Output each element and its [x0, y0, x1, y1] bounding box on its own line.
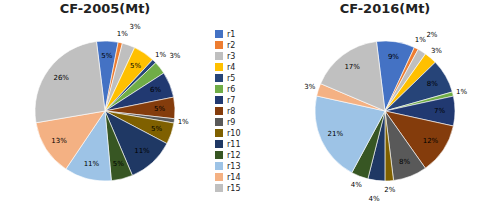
- legend-label: r15: [227, 184, 240, 193]
- data-label: 8%: [427, 80, 438, 88]
- legend-item: r15: [215, 184, 240, 193]
- legend-swatch: [215, 96, 223, 104]
- legend-swatch: [215, 85, 223, 93]
- legend-label: r2: [227, 41, 235, 50]
- legend-swatch: [215, 118, 223, 126]
- data-label: 17%: [344, 63, 360, 71]
- chart-title: CF-2016(Mt): [340, 1, 431, 16]
- data-label: 9%: [388, 53, 399, 61]
- pie-slice: [385, 111, 425, 180]
- data-label: 11%: [84, 160, 100, 168]
- legend-label: r13: [227, 162, 240, 171]
- legend-label: r1: [227, 30, 235, 39]
- legend-swatch: [215, 162, 223, 170]
- legend-label: r14: [227, 173, 240, 182]
- data-label: 1%: [415, 36, 426, 44]
- data-label: 11%: [134, 147, 150, 155]
- legend-swatch: [215, 151, 223, 159]
- legend-item: r6: [215, 85, 235, 94]
- data-label: 26%: [53, 74, 69, 82]
- data-label: 2%: [384, 186, 395, 194]
- legend-label: r10: [227, 129, 240, 138]
- chart: CF-2005(Mt)5%1%3%5%1%3%6%5%1%5%11%5%11%1…: [0, 0, 500, 219]
- legend-swatch: [215, 63, 223, 71]
- data-label: 4%: [368, 195, 379, 203]
- legend-item: r1: [215, 30, 235, 39]
- data-label: 5%: [154, 105, 165, 113]
- legend-swatch: [215, 140, 223, 148]
- legend-item: r14: [215, 173, 240, 182]
- legend-swatch: [215, 184, 223, 192]
- legend-item: r5: [215, 74, 235, 83]
- legend: r1 r2 r3 r4 r5 r6 r7 r8 r9 r10 r11 r12 r13 r14 r15: [215, 30, 240, 193]
- data-label: 3%: [129, 23, 140, 31]
- legend-label: r9: [227, 118, 235, 127]
- data-label: 21%: [328, 130, 344, 138]
- pie-slice: [35, 42, 105, 123]
- legend-label: r5: [227, 74, 235, 83]
- pie: 9%1%2%3%8%1%7%12%8%2%4%4%21%3%17%: [304, 31, 467, 203]
- data-label: 4%: [351, 181, 362, 189]
- legend-label: r6: [227, 85, 235, 94]
- legend-label: r7: [227, 96, 235, 105]
- legend-label: r8: [227, 107, 235, 116]
- pie-slice: [385, 111, 394, 181]
- legend-swatch: [215, 41, 223, 49]
- data-label: 1%: [178, 118, 189, 126]
- data-label: 5%: [151, 125, 162, 133]
- legend-item: r12: [215, 151, 240, 160]
- data-label: 1%: [456, 88, 467, 96]
- legend-label: r12: [227, 151, 240, 160]
- data-label: 12%: [423, 137, 439, 145]
- legend-label: r11: [227, 140, 240, 149]
- data-label: 3%: [304, 83, 315, 91]
- legend-item: r11: [215, 140, 240, 149]
- data-label: 5%: [130, 62, 141, 70]
- legend-swatch: [215, 52, 223, 60]
- chart-title: CF-2005(Mt): [60, 1, 151, 16]
- data-label: 2%: [426, 31, 437, 39]
- data-label: 1%: [155, 51, 166, 59]
- legend-label: r3: [227, 52, 235, 61]
- legend-item: r9: [215, 118, 235, 127]
- legend-swatch: [215, 107, 223, 115]
- legend-item: r4: [215, 63, 235, 72]
- legend-swatch: [215, 173, 223, 181]
- legend-item: r7: [215, 96, 235, 105]
- legend-item: r10: [215, 129, 240, 138]
- data-label: 3%: [169, 52, 180, 60]
- data-label: 13%: [51, 137, 67, 145]
- pie-slice: [321, 42, 385, 111]
- legend-item: r13: [215, 162, 240, 171]
- legend-swatch: [215, 30, 223, 38]
- data-label: 6%: [150, 86, 161, 94]
- data-label: 5%: [101, 52, 112, 60]
- data-label: 8%: [399, 158, 410, 166]
- legend-item: r3: [215, 52, 235, 61]
- pie: 5%1%3%5%1%3%6%5%1%5%11%5%11%13%26%: [35, 23, 189, 181]
- legend-item: r8: [215, 107, 235, 116]
- data-label: 3%: [431, 47, 442, 55]
- legend-swatch: [215, 129, 223, 137]
- data-label: 7%: [434, 107, 445, 115]
- data-label: 1%: [117, 30, 128, 38]
- data-label: 5%: [113, 160, 124, 168]
- legend-item: r2: [215, 41, 235, 50]
- legend-swatch: [215, 74, 223, 82]
- legend-label: r4: [227, 63, 235, 72]
